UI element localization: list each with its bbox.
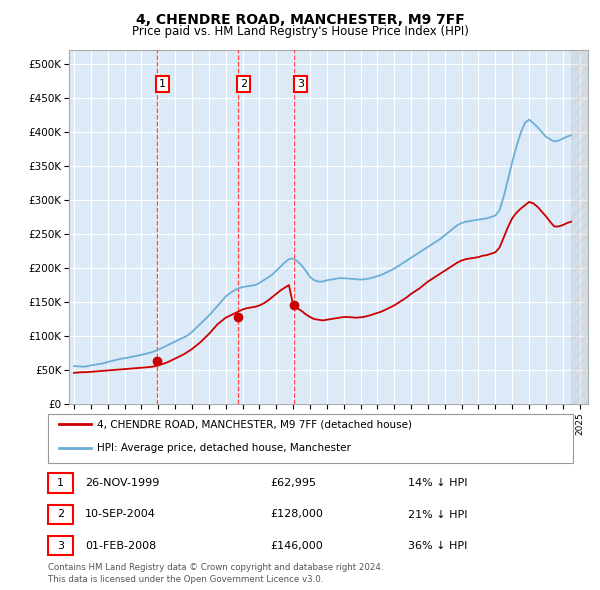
- Text: HPI: Average price, detached house, Manchester: HPI: Average price, detached house, Manc…: [97, 443, 351, 453]
- Text: 3: 3: [297, 79, 304, 89]
- Bar: [571, 50, 588, 404]
- Text: 1: 1: [57, 478, 64, 488]
- Text: Contains HM Land Registry data © Crown copyright and database right 2024.
This d: Contains HM Land Registry data © Crown c…: [48, 563, 383, 584]
- Text: 21% ↓ HPI: 21% ↓ HPI: [408, 510, 467, 519]
- Text: 3: 3: [57, 541, 64, 550]
- Text: 26-NOV-1999: 26-NOV-1999: [85, 478, 160, 488]
- Text: £128,000: £128,000: [270, 510, 323, 519]
- Text: £146,000: £146,000: [270, 541, 323, 550]
- Text: 2: 2: [57, 510, 64, 519]
- Text: 2: 2: [240, 79, 247, 89]
- Text: 4, CHENDRE ROAD, MANCHESTER, M9 7FF: 4, CHENDRE ROAD, MANCHESTER, M9 7FF: [136, 13, 464, 27]
- Text: 4, CHENDRE ROAD, MANCHESTER, M9 7FF (detached house): 4, CHENDRE ROAD, MANCHESTER, M9 7FF (det…: [97, 419, 412, 429]
- Text: 14% ↓ HPI: 14% ↓ HPI: [408, 478, 467, 488]
- Text: 01-FEB-2008: 01-FEB-2008: [85, 541, 157, 550]
- Text: 1: 1: [159, 79, 166, 89]
- Text: 36% ↓ HPI: 36% ↓ HPI: [408, 541, 467, 550]
- Text: £62,995: £62,995: [270, 478, 316, 488]
- Text: Price paid vs. HM Land Registry's House Price Index (HPI): Price paid vs. HM Land Registry's House …: [131, 25, 469, 38]
- Text: 10-SEP-2004: 10-SEP-2004: [85, 510, 156, 519]
